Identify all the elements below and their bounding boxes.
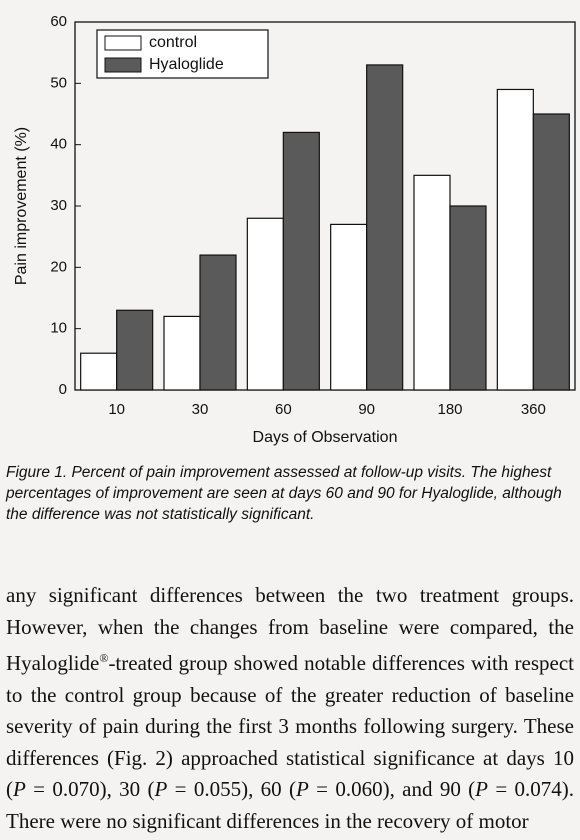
bar: [413, 174, 451, 391]
y-tick-label: 50: [50, 74, 67, 91]
italic-symbol: P: [296, 777, 309, 801]
y-tick-label: 0: [59, 381, 67, 398]
text-run: = 0.070), 30 (: [25, 777, 155, 801]
x-tick-label: 30: [192, 401, 209, 418]
y-axis-label: Pain improvement (%): [13, 127, 30, 285]
bar: [80, 352, 118, 391]
x-tick-label: 180: [437, 401, 462, 418]
body-paragraph: any significant differences between the …: [6, 580, 574, 837]
text-run: = 0.055), 60 (: [167, 777, 296, 801]
italic-symbol: P: [475, 777, 488, 801]
legend-swatch: [104, 35, 142, 51]
chart: Days of Observation Pain improvement (%)…: [13, 13, 576, 446]
bar: [496, 88, 534, 391]
bar: [116, 309, 154, 391]
figure-caption: Figure 1. Percent of pain improvement as…: [6, 464, 562, 523]
legend-label: control: [149, 34, 197, 51]
y-tick-label: 10: [50, 320, 67, 337]
x-axis-label: Days of Observation: [253, 429, 398, 446]
y-tick-label: 30: [50, 197, 67, 214]
legend-label: Hyaloglide: [149, 56, 224, 73]
bar: [366, 64, 404, 391]
x-tick-label: 10: [108, 401, 125, 418]
text-run: -treated group showed notable difference…: [6, 651, 574, 801]
bar: [330, 223, 368, 391]
text-run: = 0.074). There were no significant diff…: [6, 777, 574, 833]
bar: [199, 254, 237, 391]
italic-symbol: P: [154, 777, 168, 801]
bar: [282, 131, 320, 391]
bar: [449, 205, 487, 391]
y-tick-label: 20: [50, 258, 67, 275]
bar: [246, 217, 284, 391]
bar: [532, 113, 570, 391]
x-tick-label: 60: [275, 401, 292, 418]
text-run: = 0.060), and 90 (: [308, 777, 476, 801]
x-tick-label: 90: [358, 401, 375, 418]
superscript: ®: [99, 651, 109, 665]
y-tick-label: 40: [50, 136, 67, 153]
bar: [163, 315, 201, 391]
legend-swatch: [104, 57, 142, 73]
x-tick-label: 360: [521, 401, 546, 418]
text-run: any significant differences between the …: [6, 583, 574, 675]
italic-symbol: P: [13, 777, 26, 801]
y-tick-label: 60: [50, 13, 67, 30]
